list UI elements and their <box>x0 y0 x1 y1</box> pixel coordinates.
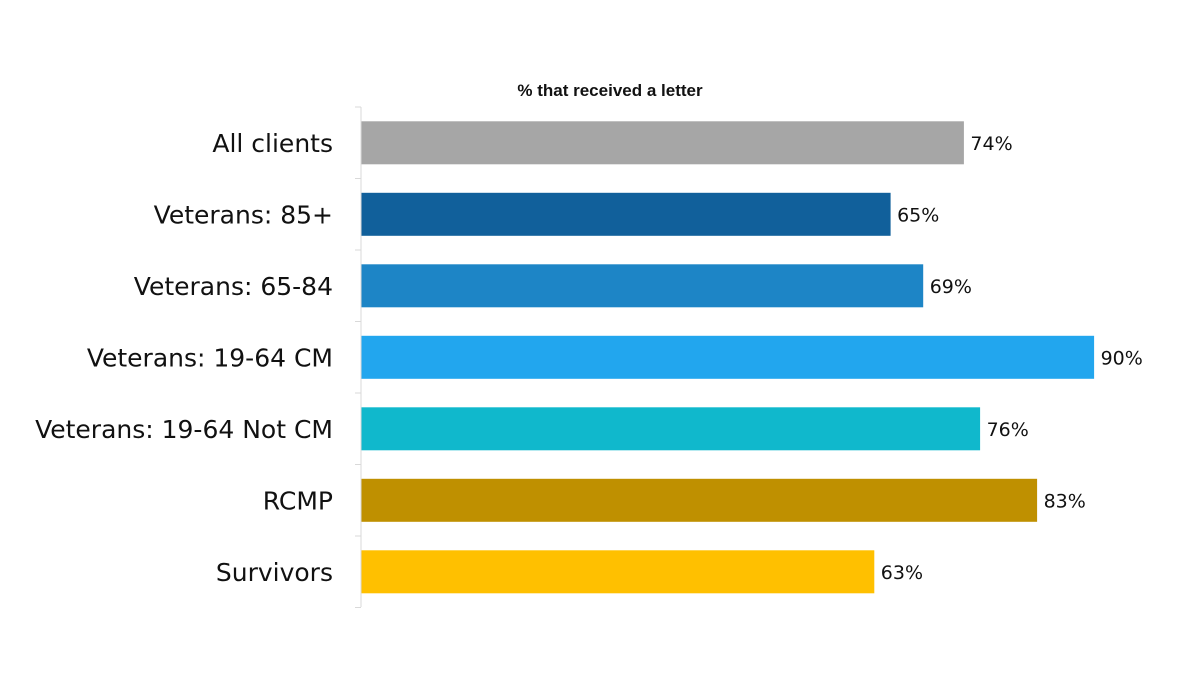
bar-rcmp <box>361 478 1038 522</box>
category-label-veterans-65-84: Veterans: 65-84 <box>134 272 333 301</box>
category-label-veterans-19-64-not-cm: Veterans: 19-64 Not CM <box>35 415 333 444</box>
bar-veterans-19-64-cm <box>361 335 1095 379</box>
bar-survivors <box>361 550 875 594</box>
bar-veterans-65-84 <box>361 264 924 308</box>
value-labels: 74% 65% 69% 90% 76% 83% 63% <box>881 133 1143 584</box>
value-label-rcmp: 83% <box>1044 490 1086 512</box>
value-label-veterans-19-64-not-cm: 76% <box>987 419 1029 441</box>
chart-title: % that received a letter <box>517 81 703 100</box>
category-label-rcmp: RCMP <box>263 486 333 515</box>
value-label-veterans-65-84: 69% <box>930 276 972 298</box>
category-label-survivors: Survivors <box>216 558 333 587</box>
value-label-survivors: 63% <box>881 562 923 584</box>
category-label-veterans-85: Veterans: 85+ <box>154 200 333 229</box>
value-label-veterans-85: 65% <box>897 204 939 226</box>
bar-veterans-85 <box>361 192 891 236</box>
category-label-all-clients: All clients <box>212 129 333 158</box>
value-label-veterans-19-64-cm: 90% <box>1101 347 1143 369</box>
category-labels: All clients Veterans: 85+ Veterans: 65-84 V… <box>35 129 333 587</box>
bar-all-clients <box>361 121 964 165</box>
value-label-all-clients: 74% <box>970 133 1012 155</box>
category-axis-ticks <box>355 106 361 608</box>
bar-veterans-19-64-not-cm <box>361 407 981 451</box>
bar-series <box>361 121 1095 594</box>
category-label-veterans-19-64-cm: Veterans: 19-64 CM <box>87 343 333 372</box>
